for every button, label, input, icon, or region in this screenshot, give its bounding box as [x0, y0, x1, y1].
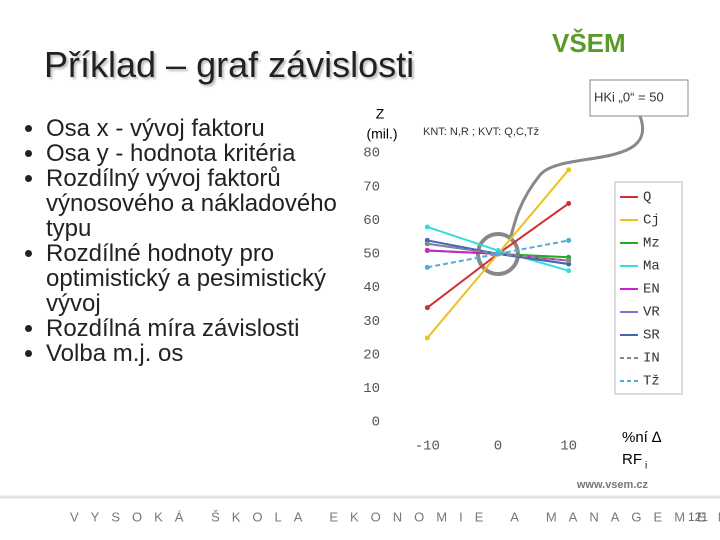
- x-tick-label: -10: [415, 439, 440, 455]
- bullet: Rozdílná míra závislosti: [46, 316, 381, 341]
- data-point: [424, 305, 430, 311]
- legend-label: Ma: [643, 259, 660, 275]
- y-tick-label: 60: [363, 213, 380, 229]
- data-point: [424, 241, 430, 247]
- data-point: [424, 248, 430, 254]
- data-point: [424, 264, 430, 270]
- legend-label: EN: [643, 282, 660, 298]
- annotation: KNT: N,R ; KVT: Q,C,Tž: [423, 126, 539, 138]
- data-point: [566, 258, 572, 264]
- legend-label: IN: [643, 351, 660, 367]
- y-tick-label: 70: [363, 179, 380, 195]
- data-point: [566, 200, 572, 206]
- y-tick-label: 50: [363, 247, 380, 263]
- y-tick-label: 0: [372, 415, 380, 431]
- data-point: [424, 335, 430, 341]
- data-point: [566, 237, 572, 243]
- y-tick-label: 40: [363, 280, 380, 296]
- x-tick-label: 10: [560, 439, 577, 455]
- side-label-2: RF: [622, 451, 642, 468]
- legend-label: Mz: [643, 236, 660, 252]
- side-label-sub: i: [645, 461, 647, 472]
- footer: VYSOKÁ ŠKOLA EKONOMIE A MANAGEMENTU: [70, 509, 720, 524]
- y-tick-label: 10: [363, 381, 380, 397]
- y-label: Z: [376, 106, 385, 122]
- legend-box: [614, 181, 683, 395]
- page-number: 121: [688, 510, 708, 524]
- slide-title: Příklad – graf závislosti: [44, 44, 415, 85]
- y-tick-label: 80: [363, 146, 380, 162]
- data-point: [566, 268, 572, 274]
- bullet: Volba m.j. os: [46, 341, 381, 366]
- legend-label: Tž: [643, 374, 660, 390]
- arrow: [508, 115, 645, 241]
- data-point: [424, 224, 430, 230]
- bullet: Rozdílný vývoj faktorů výnosového a nákl…: [46, 166, 381, 241]
- y-tick-label: 20: [363, 347, 380, 363]
- y-unit: (mil.): [366, 126, 397, 142]
- note-box: [589, 79, 689, 117]
- bullet: Rozdílné hodnoty pro optimistický a pesi…: [46, 241, 381, 316]
- website: www.vsem.cz: [576, 479, 649, 491]
- legend-label: VR: [643, 305, 660, 321]
- bullet: Osa y - hodnota kritéria: [46, 141, 381, 166]
- legend-label: Q: [643, 190, 651, 206]
- data-point: [495, 251, 501, 257]
- legend-label: Cj: [643, 213, 660, 229]
- logo: VŠEM: [552, 28, 626, 58]
- data-point: [566, 167, 572, 173]
- bullet-list: Osa x - vývoj faktoruOsa y - hodnota kri…: [16, 116, 381, 366]
- legend-label: SR: [643, 328, 660, 344]
- bullet: Osa x - vývoj faktoru: [46, 116, 381, 141]
- x-tick-label: 0: [494, 439, 502, 455]
- note: HKi „0“ = 50: [594, 89, 664, 104]
- side-label: %ní ∆: [622, 429, 662, 446]
- y-tick-label: 30: [363, 314, 380, 330]
